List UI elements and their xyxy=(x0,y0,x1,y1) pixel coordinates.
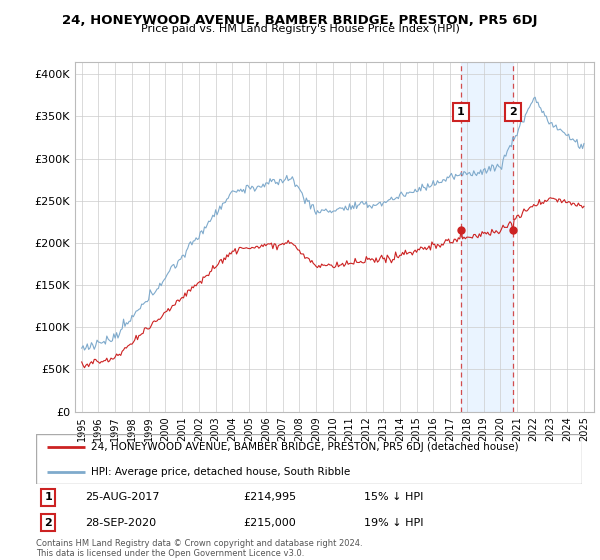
Text: 1: 1 xyxy=(44,492,52,502)
Bar xyxy=(461,62,513,412)
Text: 28-SEP-2020: 28-SEP-2020 xyxy=(85,518,156,528)
Text: £215,000: £215,000 xyxy=(244,518,296,528)
Text: 25-AUG-2017: 25-AUG-2017 xyxy=(85,492,160,502)
Text: 1: 1 xyxy=(457,107,465,117)
Text: 24, HONEYWOOD AVENUE, BAMBER BRIDGE, PRESTON, PR5 6DJ (detached house): 24, HONEYWOOD AVENUE, BAMBER BRIDGE, PRE… xyxy=(91,442,518,451)
Text: HPI: Average price, detached house, South Ribble: HPI: Average price, detached house, Sout… xyxy=(91,467,350,477)
Text: 2: 2 xyxy=(509,107,517,117)
Text: 2: 2 xyxy=(44,518,52,528)
Text: 15% ↓ HPI: 15% ↓ HPI xyxy=(364,492,423,502)
Text: Price paid vs. HM Land Registry's House Price Index (HPI): Price paid vs. HM Land Registry's House … xyxy=(140,24,460,34)
Text: £214,995: £214,995 xyxy=(244,492,296,502)
Text: 24, HONEYWOOD AVENUE, BAMBER BRIDGE, PRESTON, PR5 6DJ: 24, HONEYWOOD AVENUE, BAMBER BRIDGE, PRE… xyxy=(62,14,538,27)
Text: Contains HM Land Registry data © Crown copyright and database right 2024.
This d: Contains HM Land Registry data © Crown c… xyxy=(36,539,362,558)
Text: 19% ↓ HPI: 19% ↓ HPI xyxy=(364,518,423,528)
